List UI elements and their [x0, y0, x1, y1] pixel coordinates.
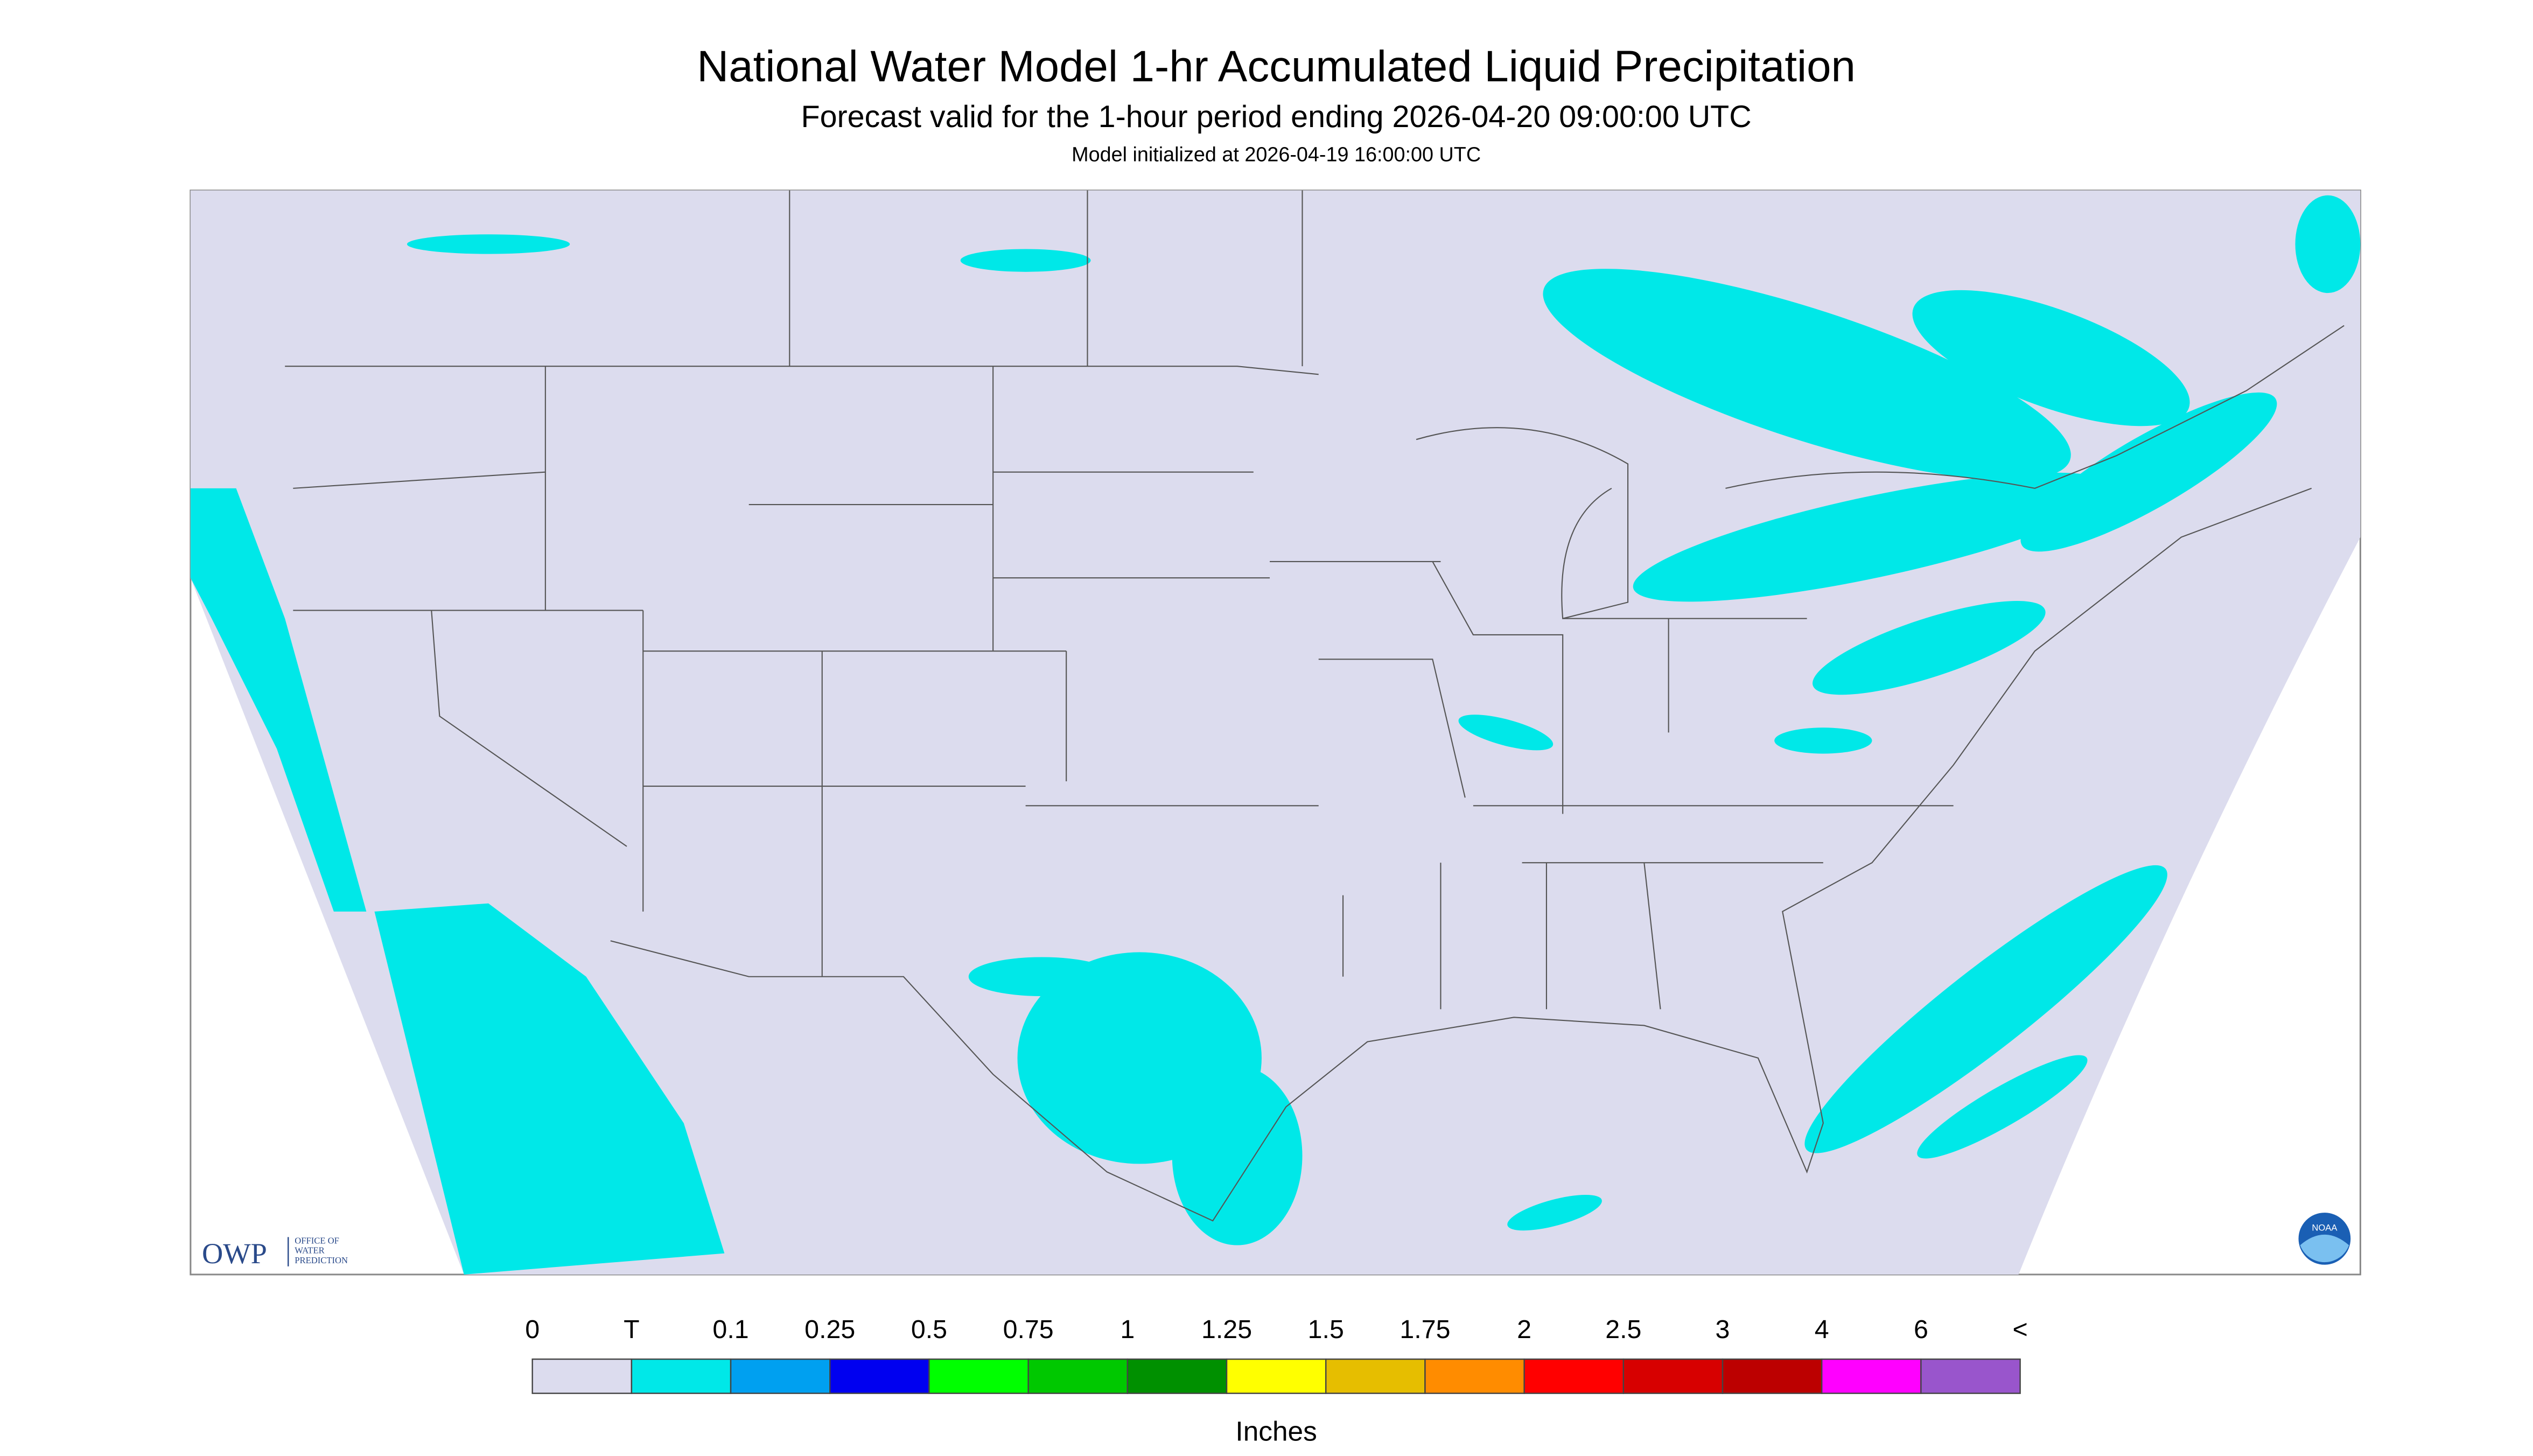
legend-swatch [1821, 1358, 1922, 1394]
legend-swatch [1920, 1358, 2021, 1394]
legend-swatch [829, 1358, 930, 1394]
precip-area [374, 903, 725, 1275]
legend-label: < [2012, 1315, 2027, 1344]
legend-label: 4 [1815, 1315, 1829, 1344]
legend-unit: Inches [1235, 1415, 1317, 1446]
precip-area [1917, 1055, 2088, 1159]
legend-swatch [730, 1358, 831, 1394]
legend-swatch [1226, 1358, 1327, 1394]
legend: Inches 0 T 0.1 0.25 0.5 0.75 1 1.25 1.5 1.75 2 2.5 3… [525, 1315, 2028, 1446]
legend-label: 6 [1914, 1315, 1928, 1344]
precip-area [960, 249, 1091, 272]
precip-area [2295, 195, 2361, 293]
legend-label: 0 [525, 1315, 540, 1344]
precip-area [1804, 865, 2167, 1153]
legend-label: 2 [1517, 1315, 1531, 1344]
precip-area [1633, 472, 2111, 602]
precip-area [1543, 269, 2071, 480]
legend-swatch [1622, 1358, 1724, 1394]
owp-logo-subtext: WATER [295, 1245, 325, 1256]
legend-swatch [928, 1358, 1029, 1394]
legend-label: 3 [1716, 1315, 1730, 1344]
legend-label: 1.5 [1308, 1315, 1344, 1344]
noaa-text: NOAA [2312, 1222, 2338, 1233]
noaa-logo: NOAA [2298, 1213, 2351, 1265]
legend-swatch [1325, 1358, 1426, 1394]
title: National Water Model 1-hr Accumulated Li… [697, 42, 1856, 91]
map-domain [190, 190, 2361, 1275]
legend-label: 0.75 [1003, 1315, 1054, 1344]
precipitation [190, 195, 2361, 1275]
noaa-wave [2300, 1234, 2349, 1263]
legend-label: 1.25 [1201, 1315, 1252, 1344]
init-note: Model initialized at 2026-04-19 16:00:00… [1072, 143, 1481, 166]
legend-label: T [624, 1315, 640, 1344]
precip-area [968, 957, 1115, 997]
boundaries [285, 190, 2345, 1222]
subtitle: Forecast valid for the 1-hour period end… [801, 100, 1752, 134]
precip-area [1458, 715, 1554, 751]
legend-swatch [631, 1358, 732, 1394]
precip-area [2020, 392, 2277, 552]
owp-logo-text: OWP [202, 1237, 267, 1270]
legend-label: 1 [1120, 1315, 1135, 1344]
owp-logo-subtext: PREDICTION [295, 1255, 348, 1265]
legend-label: 0.1 [712, 1315, 748, 1344]
precip-area [1813, 601, 2046, 695]
legend-label: 1.75 [1400, 1315, 1450, 1344]
precip-area [1912, 290, 2190, 426]
legend-label: 0.25 [804, 1315, 855, 1344]
legend-swatch [1523, 1358, 1625, 1394]
legend-label: 0.5 [911, 1315, 947, 1344]
map: OWP OFFICE OF WATER PREDICTION NOAA [190, 190, 2361, 1276]
precip-area [190, 488, 367, 912]
precip-area [407, 234, 570, 254]
precip-area [1774, 727, 1872, 754]
legend-label: 2.5 [1605, 1315, 1641, 1344]
owp-logo-subtext: OFFICE OF [295, 1236, 339, 1246]
legend-swatch [1424, 1358, 1525, 1394]
owp-logo: OWP OFFICE OF WATER PREDICTION [202, 1236, 348, 1270]
legend-swatch [1126, 1358, 1228, 1394]
legend-swatch [1027, 1358, 1129, 1394]
legend-swatch [531, 1358, 633, 1394]
precip-area [1507, 1194, 1602, 1231]
precip-area [1172, 1066, 1303, 1245]
legend-swatch [1722, 1358, 1823, 1394]
